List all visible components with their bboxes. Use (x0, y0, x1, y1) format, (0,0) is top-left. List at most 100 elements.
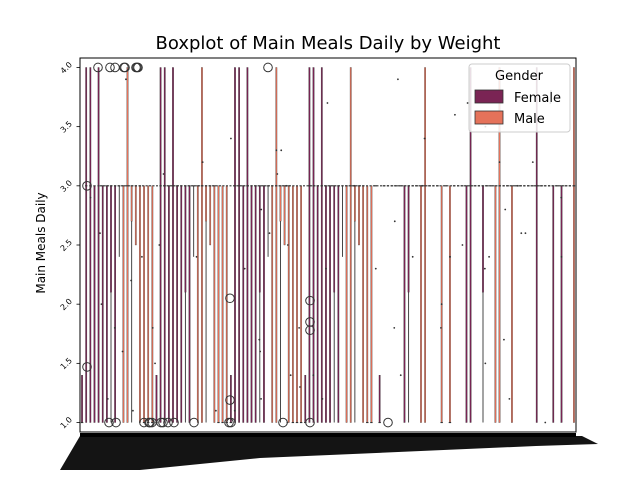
box (263, 185, 265, 423)
small-point (560, 196, 563, 199)
box-group (552, 185, 555, 423)
box (325, 185, 327, 423)
box-group (180, 185, 183, 423)
box (246, 67, 249, 423)
box (449, 185, 451, 423)
outlier-point (305, 295, 315, 306)
legend-swatch-male (474, 110, 504, 125)
small-point (260, 397, 262, 400)
small-point (151, 326, 154, 329)
small-point (100, 303, 103, 306)
outlier-point (105, 62, 115, 73)
small-point (423, 137, 426, 140)
outlier-point (111, 417, 121, 428)
x-tick-labels-band (60, 436, 598, 470)
box-group (233, 67, 237, 423)
small-point (230, 137, 232, 140)
outlier-point (383, 417, 393, 428)
box (201, 67, 203, 423)
box-group (328, 185, 332, 423)
box-group (196, 185, 199, 423)
box-group (357, 185, 361, 246)
box (333, 185, 336, 293)
outlier-point (305, 417, 315, 428)
box (420, 185, 422, 423)
small-point (125, 78, 127, 81)
small-point (498, 161, 501, 164)
small-point (162, 173, 165, 175)
outlier-point (104, 417, 114, 428)
outlier-point (278, 417, 288, 428)
box (345, 185, 348, 423)
box-group (163, 67, 166, 423)
small-point (268, 232, 271, 235)
box (147, 185, 150, 423)
box-group (242, 185, 245, 423)
box (358, 185, 360, 246)
small-point (99, 232, 101, 235)
box (494, 185, 497, 423)
box (139, 185, 141, 423)
small-point (289, 374, 292, 377)
small-point (243, 267, 246, 270)
box (552, 185, 555, 423)
box-group (403, 185, 406, 423)
box-group (423, 67, 427, 423)
small-point (258, 338, 261, 341)
outlier-point (163, 417, 173, 428)
small-point (276, 173, 279, 175)
box (172, 67, 174, 423)
box-group (105, 185, 109, 423)
box-group (345, 185, 348, 423)
box (424, 67, 426, 423)
box (283, 185, 286, 246)
box-group (134, 185, 137, 246)
box (163, 67, 166, 423)
outlier-point (305, 325, 315, 336)
legend-label-female: Female (514, 91, 561, 106)
box (89, 67, 92, 423)
box (81, 375, 83, 423)
outlier-point (226, 417, 236, 428)
box (482, 185, 484, 293)
box-group (510, 185, 514, 423)
box-group (295, 185, 299, 424)
box-group (167, 185, 171, 423)
outlier-point (225, 293, 235, 304)
box-group (316, 185, 319, 423)
small-point (544, 421, 547, 424)
box-group (291, 185, 295, 424)
box (143, 185, 145, 423)
box-group (237, 67, 241, 423)
box-group (122, 185, 125, 423)
small-point (397, 78, 399, 81)
box-group (229, 375, 233, 424)
small-point (89, 196, 92, 199)
small-point (393, 326, 396, 329)
small-point (195, 255, 198, 258)
outlier-point (82, 362, 92, 372)
box-group (465, 185, 468, 423)
small-point (520, 232, 523, 235)
legend-label-male: Male (514, 112, 545, 127)
legend-item-female: Female (474, 89, 561, 106)
box (97, 67, 100, 423)
box (180, 185, 183, 423)
box-group (85, 67, 88, 423)
box (465, 185, 468, 423)
box (176, 185, 178, 423)
box-group (271, 185, 274, 423)
small-point (154, 362, 156, 365)
box-group (151, 185, 154, 424)
box-group (275, 67, 278, 423)
small-point (411, 255, 414, 258)
small-point (285, 184, 288, 187)
box-group (337, 185, 340, 423)
outlier-point (225, 395, 235, 405)
box (250, 185, 253, 423)
small-point (483, 267, 486, 270)
box (407, 185, 410, 293)
small-point (484, 362, 487, 365)
box (209, 185, 212, 246)
small-point (141, 255, 143, 258)
